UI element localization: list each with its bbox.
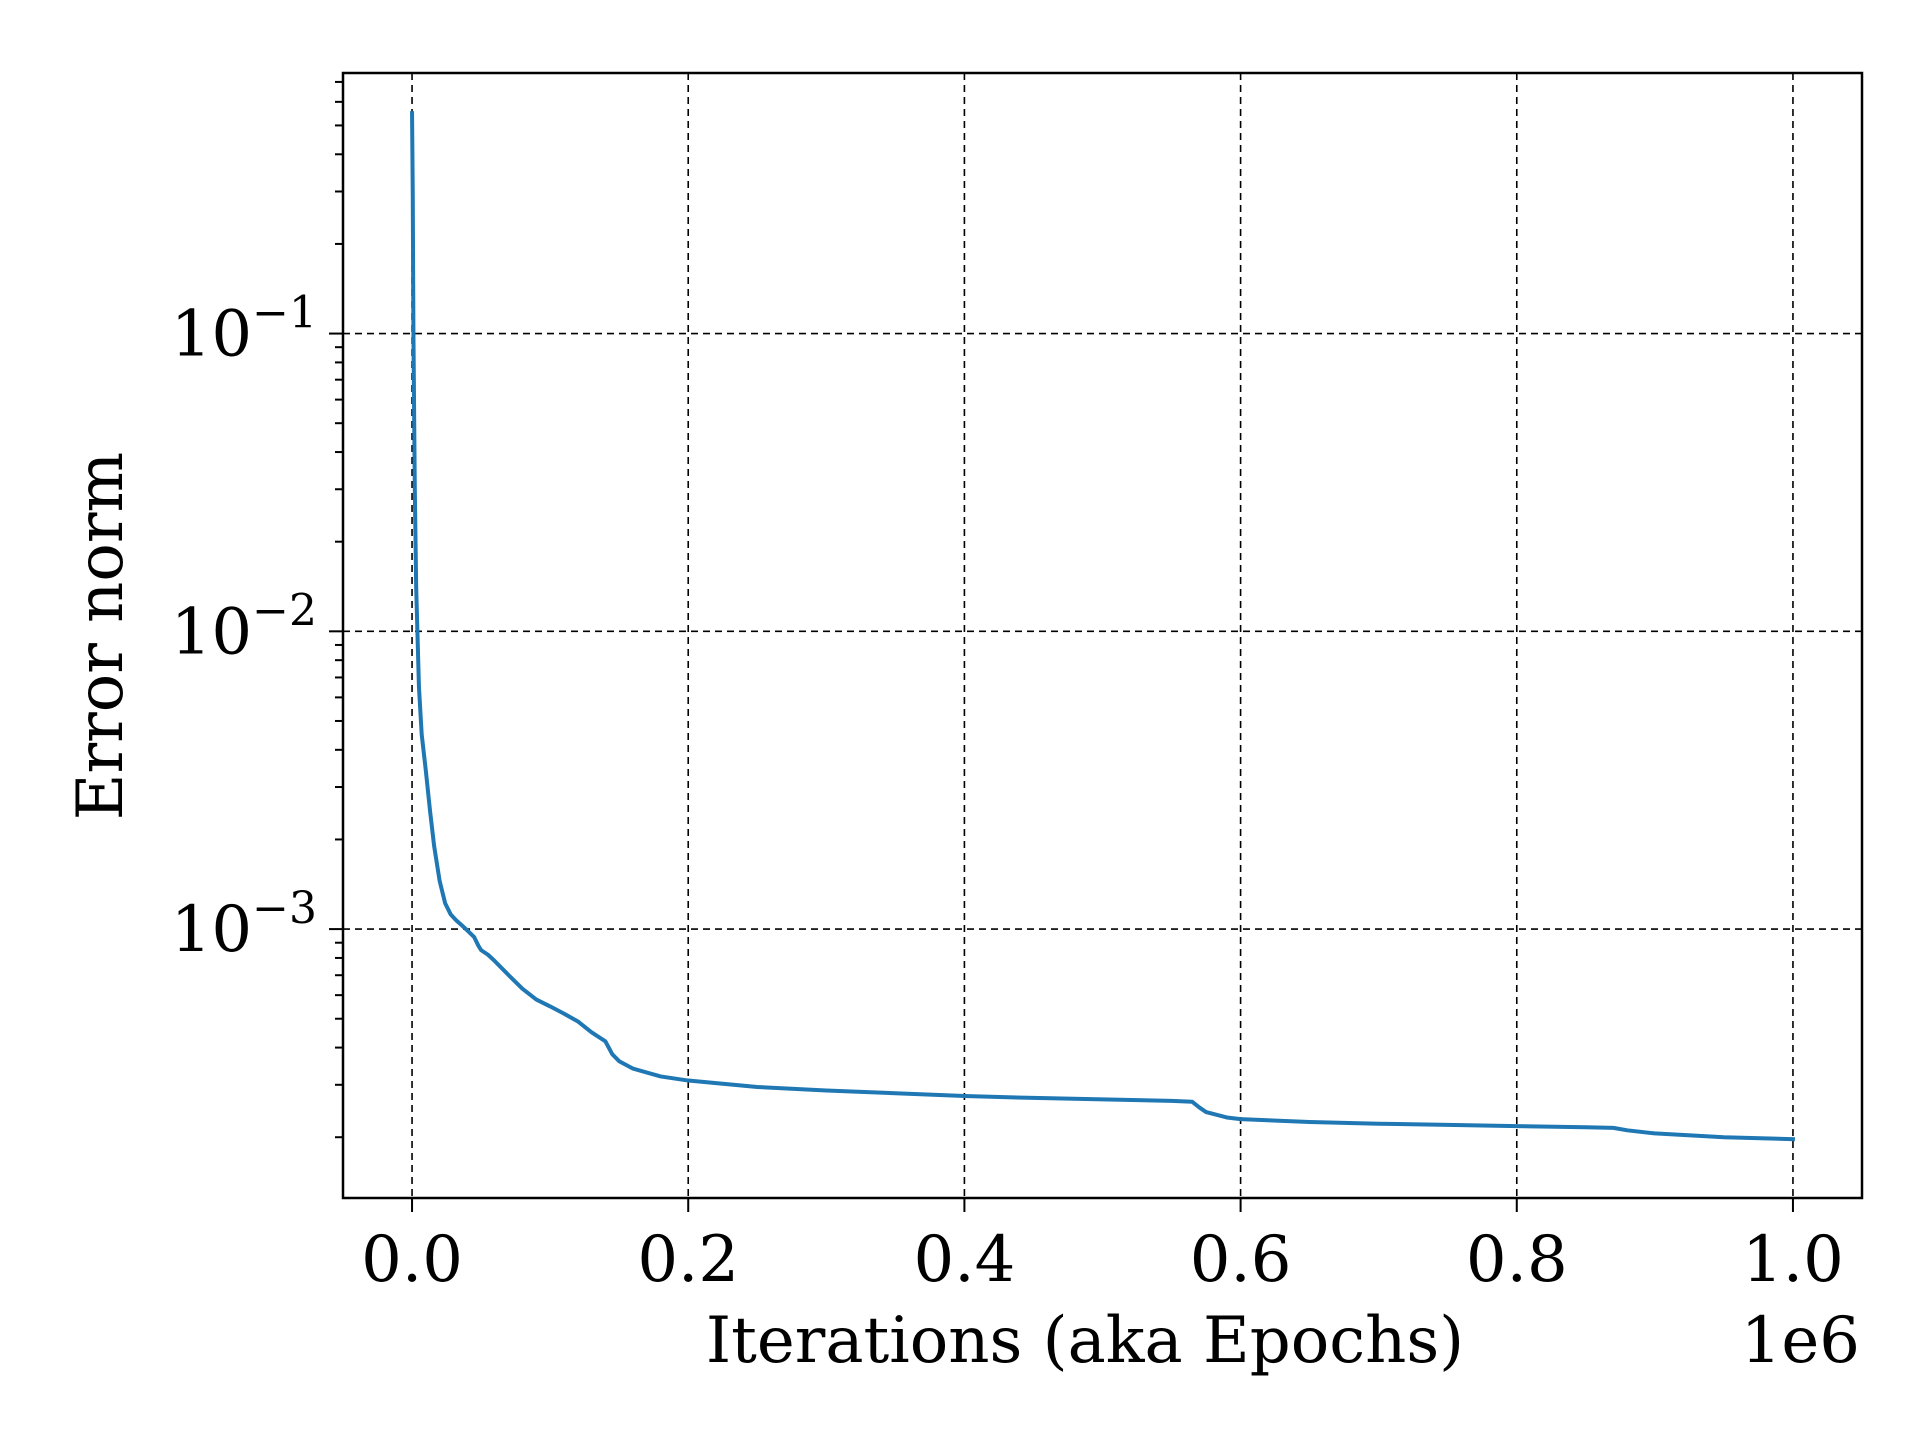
- series-layer: [410, 111, 1796, 1142]
- y-axis-label: Error norm: [64, 452, 138, 820]
- series-line: [410, 111, 1796, 1142]
- plot-frame: [341, 71, 1864, 1200]
- tick-labels: 0.0 0.2 0.4 0.6 0.8 1.0 10−1 10−2 10−3: [171, 288, 1844, 1297]
- y-tick-label: 10−2: [171, 585, 317, 669]
- x-tick-label: 0.4: [914, 1223, 1016, 1297]
- x-tick-label: 0.0: [361, 1223, 463, 1297]
- x-tick-label: 0.2: [637, 1223, 739, 1297]
- x-axis-label: Iterations (aka Epochs): [706, 1304, 1464, 1378]
- x-offset-text: 1e6: [1741, 1304, 1860, 1378]
- y-tick-label: 10−3: [171, 883, 317, 967]
- y-tick-label: 10−1: [171, 288, 317, 372]
- grid-lines: [343, 73, 1862, 1198]
- x-tick-label: 1.0: [1742, 1223, 1844, 1297]
- x-tick-label: 0.6: [1190, 1223, 1292, 1297]
- x-tick-label: 0.8: [1466, 1223, 1568, 1297]
- axis-ticks: [329, 80, 1794, 1212]
